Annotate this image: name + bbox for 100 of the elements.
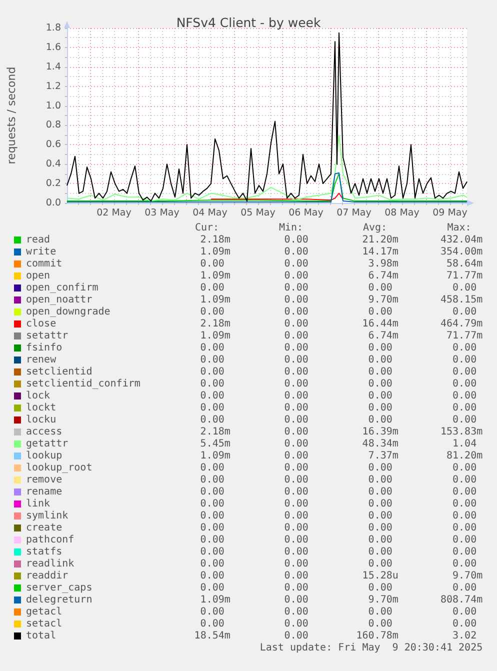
text: 1.09m: [200, 246, 230, 258]
text: 0.00: [284, 414, 308, 426]
text: 0.00: [284, 582, 308, 594]
text: 0.00: [200, 282, 224, 294]
text: 0.00: [200, 510, 224, 522]
text: 0.00: [284, 546, 308, 558]
legend-label: getattr: [26, 438, 68, 450]
legend-label: total: [26, 630, 56, 642]
text: 1.09m: [200, 450, 230, 462]
legend-label: open_noattr: [26, 294, 92, 306]
legend-label: getacl: [26, 606, 62, 618]
text: 0.00: [200, 366, 224, 378]
text: 0.00: [200, 558, 224, 570]
legend-label: open_confirm: [26, 282, 98, 294]
text: 16.39m: [362, 426, 398, 438]
text: 1.09m: [200, 270, 230, 282]
text: 0.00: [284, 534, 308, 546]
legend-label: symlink: [26, 510, 68, 522]
legend-label: link: [26, 498, 50, 510]
text: 0.00: [452, 510, 477, 522]
text: Avg:: [363, 222, 388, 234]
text: 0.00: [452, 582, 477, 594]
x-tick-label: 04 May: [192, 208, 228, 218]
text: 0.00: [452, 354, 477, 366]
text: 0.00: [452, 390, 477, 402]
text: 0.00: [368, 282, 392, 294]
text: 0.00: [284, 282, 308, 294]
legend-label: write: [26, 246, 56, 258]
text: 1.09m: [200, 294, 230, 306]
text: 0.00: [368, 462, 392, 474]
text: 0.00: [200, 354, 224, 366]
y-tick-label: 0.6: [46, 139, 61, 150]
chart-title: NFSv4 Client - by week: [176, 15, 322, 30]
legend-label: fsinfo: [26, 342, 62, 354]
text: 16.44m: [362, 318, 398, 330]
legend-label: lookup_root: [26, 462, 92, 474]
text: 0.00: [200, 462, 224, 474]
x-tick-label: 09 May: [432, 208, 468, 218]
legend-label: lockt: [26, 402, 56, 414]
text: 0.00: [368, 414, 392, 426]
text: 71.77m: [446, 330, 483, 342]
text: 0.00: [452, 414, 477, 426]
text: 0.00: [368, 498, 392, 510]
text: 0.00: [452, 558, 477, 570]
text: 0.00: [368, 606, 392, 618]
text: 0.00: [284, 378, 308, 390]
x-tick-label: 03 May: [144, 208, 180, 218]
text: 0.00: [452, 498, 477, 510]
text: 0.00: [452, 462, 477, 474]
x-tick-label: 07 May: [336, 208, 372, 218]
y-axis-title: requests / second: [5, 66, 18, 164]
text: 6.74m: [368, 330, 398, 342]
legend-label: setacl: [26, 618, 62, 630]
text: 2.18m: [200, 318, 230, 330]
y-tick-label: 1.2: [46, 80, 61, 92]
legend-label: rename: [26, 486, 62, 498]
legend-label: close: [26, 318, 56, 330]
text: 0.00: [200, 618, 224, 630]
legend-label: open_downgrade: [26, 306, 110, 318]
text: 0.00: [368, 390, 392, 402]
text: 6.74m: [368, 270, 398, 282]
text: 0.00: [284, 474, 308, 486]
text: 0.00: [284, 294, 308, 306]
text: 0.00: [368, 582, 392, 594]
text: 0.00: [452, 282, 477, 294]
text: 0.00: [284, 426, 308, 438]
text: 0.00: [368, 522, 392, 534]
text: 0.00: [200, 402, 224, 414]
y-tick-label: 0.8: [46, 120, 61, 131]
legend-label: statfs: [26, 546, 62, 558]
text: 0.00: [200, 498, 224, 510]
text: 0.00: [284, 366, 308, 378]
text: 0.00: [368, 486, 392, 498]
text: 0.00: [284, 390, 308, 402]
y-tick-label: 0.4: [46, 158, 61, 170]
text: 5.45m: [200, 438, 230, 450]
text: 808.74m: [440, 594, 483, 606]
text: 0.00: [368, 618, 392, 630]
text: 0.00: [284, 594, 308, 606]
text: 0.00: [200, 570, 224, 582]
text: 0.00: [284, 270, 308, 282]
text: 0.00: [200, 534, 224, 546]
text: 3.02: [452, 630, 477, 642]
text: Cur:: [195, 222, 220, 234]
text: 2.18m: [200, 234, 230, 246]
y-tick-label: 1.8: [46, 22, 61, 34]
x-tick-label: 06 May: [288, 208, 324, 218]
text: 0.00: [284, 630, 308, 642]
text: 14.17m: [362, 246, 398, 258]
text: 0.00: [452, 486, 477, 498]
y-tick-label: 0.2: [46, 178, 61, 190]
text: 0.00: [284, 306, 308, 318]
legend-label: access: [26, 426, 62, 438]
legend-label: read: [26, 234, 50, 246]
text: 0.00: [368, 354, 392, 366]
text: 0.00: [452, 378, 477, 390]
text: 0.00: [284, 570, 308, 582]
text: 0.00: [452, 606, 477, 618]
text: 0.00: [368, 378, 392, 390]
legend-label: pathconf: [26, 534, 74, 546]
